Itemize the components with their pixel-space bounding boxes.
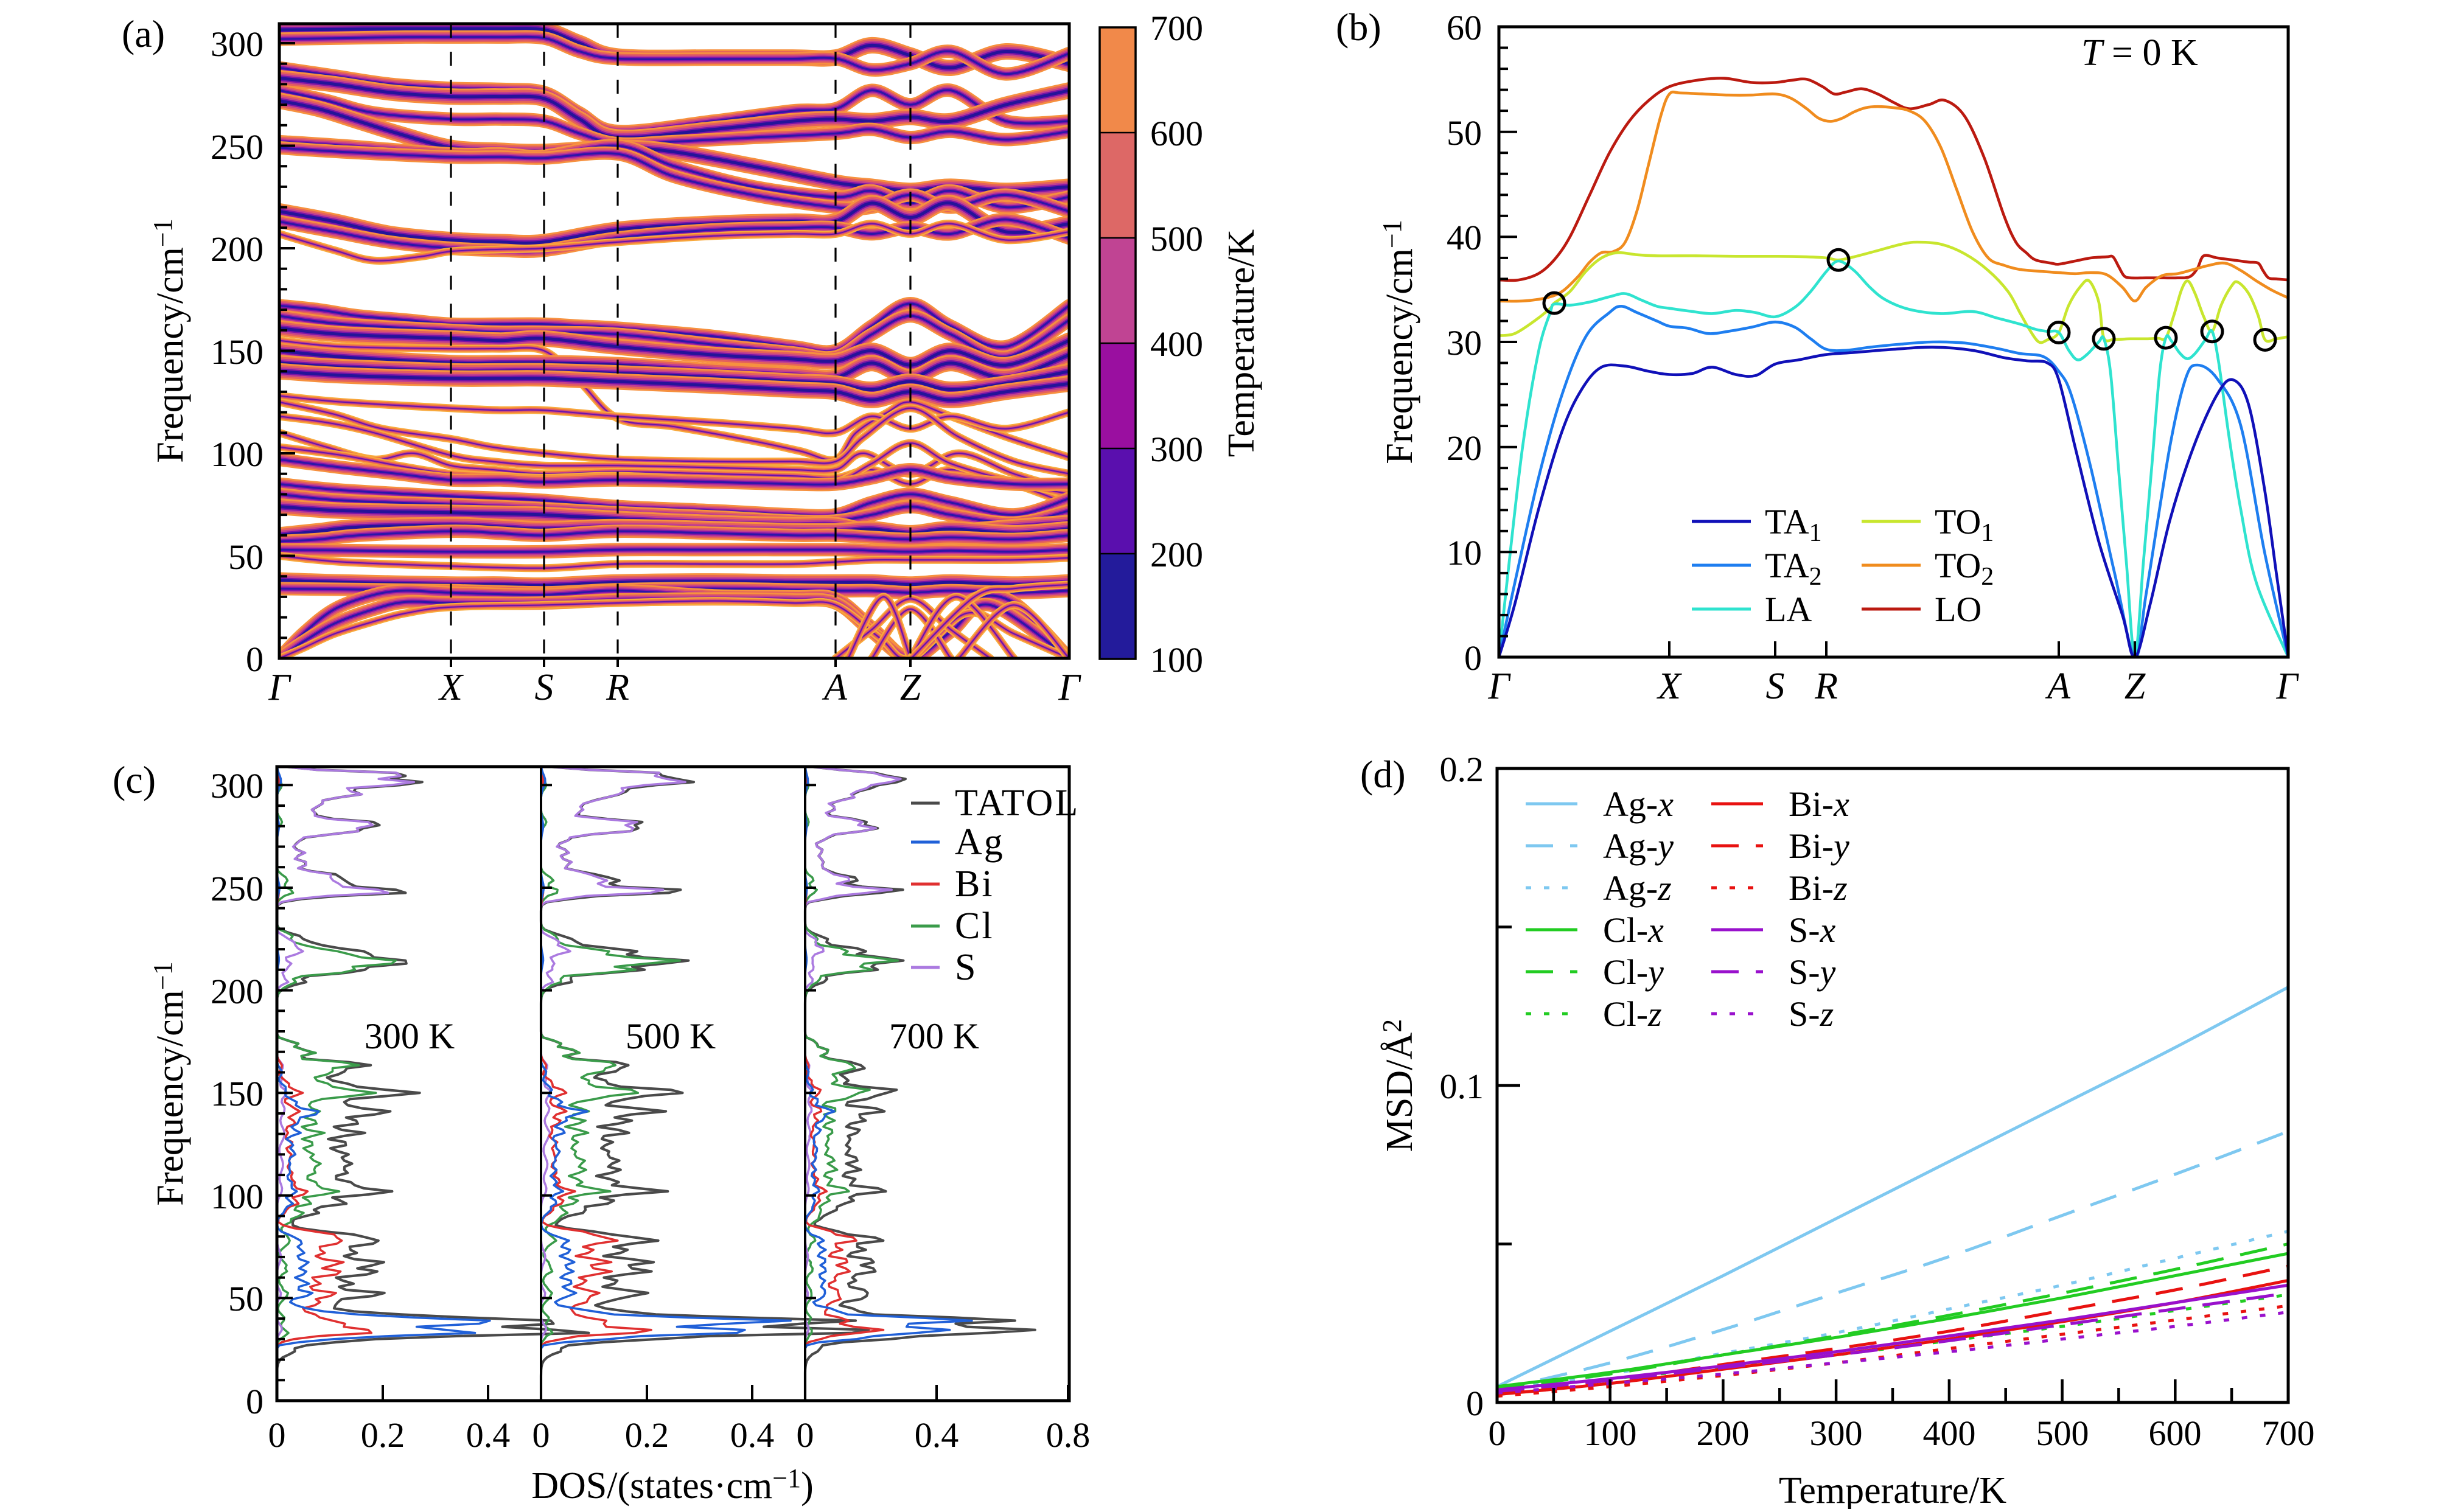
svg-text:40: 40 (1447, 218, 1482, 257)
svg-text:TATOL: TATOL (955, 782, 1080, 824)
svg-text:Γ: Γ (1487, 666, 1511, 707)
svg-text:Bi-y: Bi-y (1789, 826, 1849, 866)
svg-text:300: 300 (211, 766, 264, 806)
svg-text:Cl-x: Cl-x (1603, 910, 1664, 950)
svg-text:400: 400 (1923, 1413, 1976, 1453)
svg-text:LO: LO (1935, 590, 1981, 629)
svg-text:10: 10 (1447, 533, 1482, 573)
svg-text:300: 300 (1150, 430, 1203, 469)
svg-text:Frequency/cm−1: Frequency/cm−1 (148, 961, 191, 1205)
svg-text:150: 150 (211, 332, 264, 372)
svg-text:0: 0 (532, 1415, 550, 1455)
svg-text:500: 500 (2036, 1413, 2089, 1453)
svg-text:Temperature/K: Temperature/K (1779, 1470, 2007, 1509)
svg-text:S-z: S-z (1789, 994, 1834, 1034)
svg-text:100: 100 (211, 434, 264, 474)
svg-text:Frequency/cm−1: Frequency/cm−1 (1377, 220, 1420, 464)
svg-text:Bi-x: Bi-x (1789, 784, 1849, 824)
svg-text:Γ: Γ (2275, 666, 2299, 707)
svg-text:0.2: 0.2 (1440, 750, 1484, 789)
svg-text:(c): (c) (113, 758, 156, 801)
svg-text:0: 0 (1489, 1413, 1506, 1453)
svg-text:150: 150 (211, 1074, 264, 1113)
svg-text:400: 400 (1150, 324, 1203, 364)
svg-text:200: 200 (211, 229, 264, 269)
svg-text:300: 300 (211, 24, 264, 64)
svg-text:0.2: 0.2 (361, 1415, 405, 1455)
svg-text:250: 250 (211, 127, 264, 167)
svg-text:500: 500 (1150, 219, 1203, 259)
svg-text:X: X (438, 667, 464, 708)
svg-text:0: 0 (246, 639, 264, 679)
svg-text:S: S (955, 947, 977, 988)
svg-text:Ag-z: Ag-z (1603, 868, 1672, 908)
svg-text:100: 100 (1150, 640, 1203, 680)
svg-text:50: 50 (228, 537, 264, 577)
svg-text:Ag-y: Ag-y (1603, 826, 1674, 866)
svg-text:200: 200 (1697, 1413, 1750, 1453)
svg-text:700: 700 (2262, 1413, 2315, 1453)
svg-text:Γ: Γ (268, 667, 292, 708)
svg-text:0.4: 0.4 (730, 1415, 775, 1455)
svg-text:(b): (b) (1336, 5, 1381, 49)
svg-text:(d): (d) (1360, 753, 1406, 796)
svg-text:50: 50 (1447, 113, 1482, 153)
svg-text:Z: Z (900, 667, 921, 708)
svg-text:500 K: 500 K (626, 1016, 716, 1056)
svg-text:20: 20 (1447, 428, 1482, 468)
svg-text:Cl: Cl (955, 905, 994, 947)
svg-text:0.2: 0.2 (625, 1415, 669, 1455)
svg-text:Frequency/cm−1: Frequency/cm−1 (148, 218, 191, 462)
svg-text:0.1: 0.1 (1440, 1067, 1484, 1106)
svg-text:600: 600 (1150, 114, 1203, 153)
svg-text:100: 100 (1584, 1413, 1637, 1453)
svg-text:LA: LA (1765, 590, 1812, 629)
svg-text:Cl-z: Cl-z (1603, 994, 1662, 1034)
svg-text:R: R (606, 667, 629, 708)
svg-text:Cl-y: Cl-y (1603, 952, 1664, 992)
svg-text:S-y: S-y (1789, 952, 1836, 992)
svg-text:MSD/Å2: MSD/Å2 (1377, 1019, 1420, 1152)
svg-text:Ag-x: Ag-x (1603, 784, 1674, 824)
svg-text:T = 0 K: T = 0 K (2081, 32, 2198, 74)
svg-text:X: X (1656, 666, 1682, 707)
svg-text:A: A (822, 667, 848, 708)
svg-text:0.4: 0.4 (466, 1415, 511, 1455)
svg-text:A: A (2045, 666, 2071, 707)
svg-text:Bi: Bi (955, 863, 994, 905)
svg-text:S-x: S-x (1789, 910, 1836, 950)
svg-text:0: 0 (797, 1415, 814, 1455)
svg-text:200: 200 (1150, 535, 1203, 574)
svg-text:300: 300 (1810, 1413, 1863, 1453)
svg-text:100: 100 (211, 1177, 264, 1216)
svg-text:30: 30 (1447, 323, 1482, 363)
svg-text:300 K: 300 K (365, 1016, 455, 1056)
svg-text:Z: Z (2125, 666, 2146, 707)
svg-text:Γ: Γ (1058, 667, 1081, 708)
svg-text:700: 700 (1150, 9, 1203, 48)
svg-text:S: S (535, 667, 554, 708)
svg-text:700 K: 700 K (889, 1016, 979, 1056)
svg-text:(a): (a) (122, 12, 165, 55)
svg-text:0: 0 (246, 1382, 264, 1421)
svg-text:0: 0 (1464, 638, 1482, 678)
svg-text:50: 50 (228, 1279, 264, 1319)
svg-text:0.8: 0.8 (1046, 1415, 1091, 1455)
svg-text:200: 200 (211, 972, 264, 1011)
svg-text:S: S (1766, 666, 1785, 707)
svg-text:Ag: Ag (955, 821, 1005, 863)
svg-text:R: R (1814, 666, 1838, 707)
svg-text:0.4: 0.4 (915, 1415, 959, 1455)
svg-text:Temperature/K: Temperature/K (1221, 229, 1262, 458)
svg-text:600: 600 (2149, 1413, 2202, 1453)
svg-text:60: 60 (1447, 8, 1482, 47)
svg-text:DOS/(states·cm−1): DOS/(states·cm−1) (531, 1463, 814, 1507)
svg-text:250: 250 (211, 869, 264, 908)
svg-text:0: 0 (268, 1415, 286, 1455)
svg-text:Bi-z: Bi-z (1789, 868, 1848, 908)
svg-text:0: 0 (1466, 1384, 1484, 1423)
